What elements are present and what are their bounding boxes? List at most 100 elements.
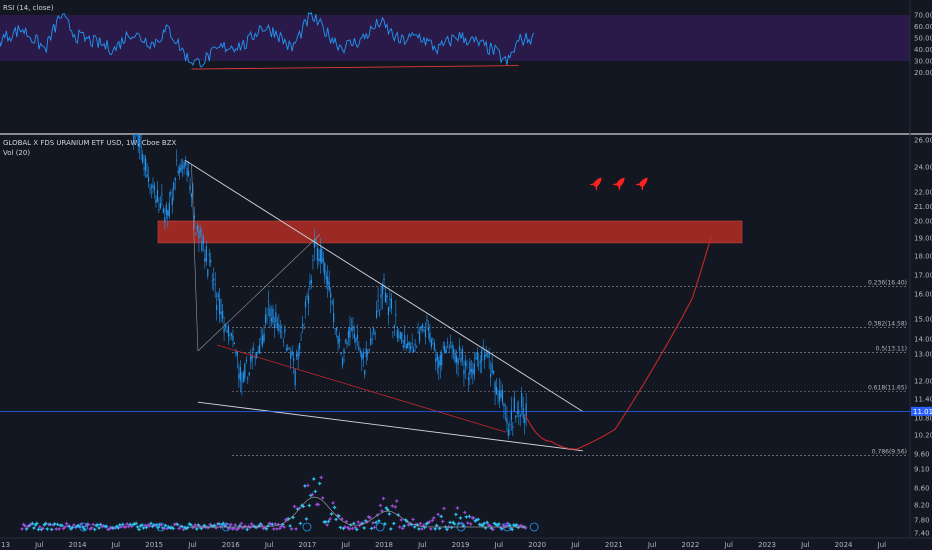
volume-marker: ✦: [198, 525, 204, 533]
volume-marker: ✦: [409, 521, 415, 529]
volume-markers: ✦✦✦✦✦✦✦✦✦✦✦✦✦✦✦✦✦✦✦✦✦✦✦✦✦✦✦✦✦✦✦✦✦✦✦✦✦✦✦✦…: [19, 474, 539, 534]
time-tick-label: Jul: [570, 541, 580, 549]
candle-body: [146, 173, 148, 178]
volume-marker: ✦: [413, 521, 419, 529]
time-tick-label: 2023: [758, 541, 776, 549]
volume-marker: ✦: [312, 488, 318, 496]
volume-marker: ✦: [477, 521, 483, 529]
volume-marker: ✦: [126, 523, 132, 531]
volume-marker: ✦: [37, 524, 43, 532]
volume-marker: ✦: [351, 520, 357, 528]
candle-body: [253, 348, 255, 350]
volume-marker: ✦: [301, 503, 307, 511]
volume-marker: ✦: [366, 513, 372, 521]
candle-body: [433, 342, 435, 351]
candle-body: [173, 182, 175, 190]
candle-body: [296, 353, 298, 357]
volume-marker: ✦: [293, 525, 299, 533]
candle-body: [367, 351, 369, 355]
candle-body: [152, 184, 154, 188]
volume-marker: ✦: [338, 524, 344, 532]
candle-body: [325, 275, 327, 280]
volume-marker: ✦: [173, 520, 179, 528]
volume-marker: ✦: [380, 495, 386, 503]
time-tick-label: 2014: [69, 541, 87, 549]
price-tick-label: 18.00: [914, 253, 932, 261]
volume-marker: ✦: [55, 521, 61, 529]
candle-body: [139, 134, 141, 147]
time-tick-label: 2022: [681, 541, 699, 549]
price-tick-label: 22.00: [914, 189, 932, 197]
fib-level-label: 0.618(11.65): [868, 385, 907, 392]
candle-body: [362, 352, 364, 359]
volume-marker: ✦: [369, 525, 375, 533]
volume-marker: ✦: [130, 521, 136, 529]
volume-marker: ✦: [358, 520, 364, 528]
volume-marker: ✦: [135, 523, 141, 531]
candle-body: [259, 345, 261, 354]
candle-body: [184, 162, 187, 166]
candle-body: [233, 342, 236, 345]
volume-marker: ✦: [109, 525, 115, 533]
candle-body: [284, 328, 286, 333]
volume-marker: ✦: [53, 526, 59, 534]
candle-body: [498, 390, 501, 402]
candle-body: [371, 338, 373, 340]
volume-marker: ✦: [22, 523, 28, 531]
candle-body: [327, 276, 329, 285]
candle-body: [410, 345, 412, 350]
volume-marker: ✦: [437, 525, 443, 533]
volume-marker: ✦: [457, 514, 463, 522]
volume-marker: ✦: [121, 524, 127, 532]
candle-body: [464, 361, 467, 366]
candle-body: [469, 361, 471, 375]
volume-marker: ✦: [383, 505, 389, 513]
volume-marker: ✦: [511, 521, 517, 529]
candle-body: [272, 308, 274, 323]
time-tick-label: Jul: [264, 541, 274, 549]
candle-body: [350, 328, 353, 330]
volume-marker: ✦: [258, 521, 264, 529]
candle-body: [242, 372, 244, 382]
volume-marker: ✦: [423, 520, 429, 528]
candle-body: [438, 360, 440, 368]
volume-marker: ✦: [324, 522, 330, 530]
candle-body: [230, 333, 233, 336]
volume-marker: ✦: [21, 521, 27, 529]
candle-body: [374, 332, 376, 335]
volume-marker: ✦: [147, 522, 153, 530]
candle-body: [226, 330, 228, 333]
volume-marker: ✦: [152, 522, 158, 530]
volume-marker: ✦: [469, 514, 475, 522]
resistance-zone[interactable]: [157, 220, 743, 244]
candle-body: [276, 323, 278, 327]
candle-body: [190, 193, 193, 198]
volume-marker: ✦: [496, 520, 502, 528]
volume-marker: ✦: [105, 526, 111, 534]
volume-marker: ✦: [429, 517, 435, 525]
volume-marker: ✦: [472, 518, 478, 526]
volume-marker: ✦: [138, 522, 144, 530]
volume-marker: ✦: [244, 526, 250, 534]
volume-marker: ✦: [386, 511, 392, 519]
volume-marker: ✦: [170, 525, 176, 533]
volume-marker: ✦: [329, 511, 335, 519]
volume-marker: ✦: [505, 520, 511, 528]
candle-body: [204, 258, 206, 262]
candle-body: [445, 349, 447, 354]
volume-marker: ✦: [314, 501, 320, 509]
volume-marker: ✦: [492, 520, 498, 528]
volume-marker: ✦: [71, 522, 77, 530]
candle-body: [328, 281, 330, 291]
volume-marker: ✦: [194, 525, 200, 533]
candle-body: [521, 393, 523, 408]
volume-marker: ✦: [133, 520, 139, 528]
trend-lines[interactable]: [184, 159, 712, 452]
candle-body: [358, 346, 360, 351]
volume-marker: ✦: [30, 520, 36, 528]
candle-body: [159, 203, 162, 209]
price-tick-label: 20.00: [914, 218, 932, 226]
volume-marker: ✦: [200, 524, 206, 532]
volume-marker: ✦: [222, 522, 228, 530]
